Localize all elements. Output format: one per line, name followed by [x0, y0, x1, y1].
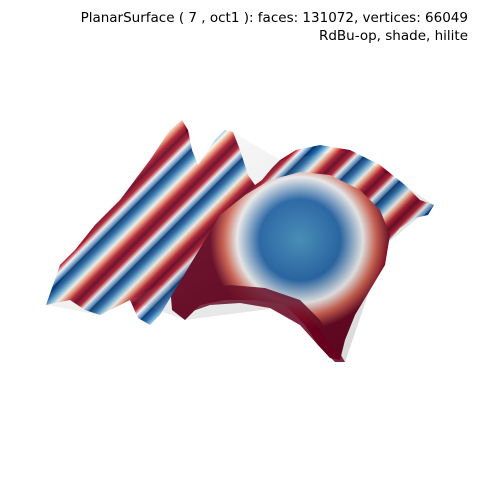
title-line-render-options: RdBu-op, shade, hilite [318, 28, 468, 44]
surface-shading [46, 120, 434, 362]
figure-title: PlanarSurface ( 7 , oct1 ): faces: 13107… [81, 9, 468, 45]
title-line-surface-info: PlanarSurface ( 7 , oct1 ): faces: 13107… [80, 10, 468, 26]
